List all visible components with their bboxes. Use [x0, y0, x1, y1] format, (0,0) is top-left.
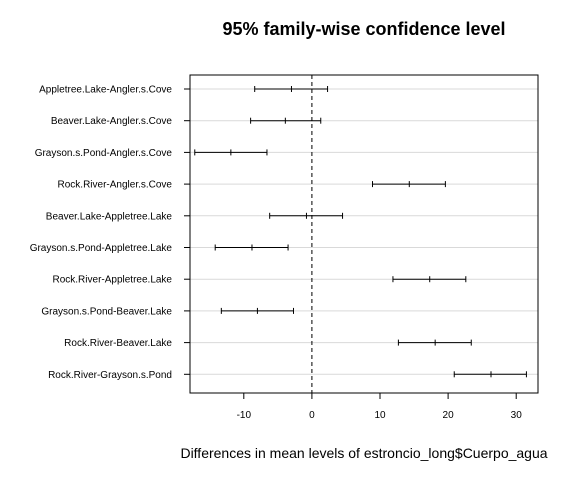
x-axis-tick-label-1: 0 [309, 410, 315, 421]
y-axis-category-label-0: Appletree.Lake-Angler.s.Cove [39, 85, 172, 96]
x-axis-tick-label-0: -10 [237, 410, 252, 421]
x-axis-tick-label-3: 20 [443, 410, 455, 421]
grid-layer [190, 89, 538, 374]
y-axis-category-label-1: Beaver.Lake-Angler.s.Cove [51, 116, 173, 127]
x-axis-label: Differences in mean levels of estroncio_… [180, 445, 547, 461]
x-axis-tick-label-2: 10 [374, 410, 386, 421]
x-axis: -10 0 10 20 30 [237, 393, 523, 421]
y-axis-category-label-6: Rock.River-Appletree.Lake [53, 275, 173, 286]
y-axis-category-label-7: Grayson.s.Pond-Beaver.Lake [41, 306, 172, 317]
chart-title: 95% family-wise confidence level [222, 19, 505, 39]
confidence-intervals-layer [195, 86, 527, 377]
x-axis-tick-label-4: 30 [511, 410, 523, 421]
plot-frame [190, 75, 538, 393]
y-axis-category-label-3: Rock.River-Angler.s.Cove [58, 180, 173, 191]
y-axis-category-label-4: Beaver.Lake-Appletree.Lake [46, 211, 173, 222]
y-axis-labels: Appletree.Lake-Angler.s.Cove Beaver.Lake-… [30, 85, 190, 381]
y-axis-category-label-8: Rock.River-Beaver.Lake [64, 338, 172, 349]
y-axis-category-label-2: Grayson.s.Pond-Angler.s.Cove [35, 148, 173, 159]
y-axis-category-label-5: Grayson.s.Pond-Appletree.Lake [30, 243, 173, 254]
y-axis-category-label-9: Rock.River-Grayson.s.Pond [48, 370, 172, 381]
